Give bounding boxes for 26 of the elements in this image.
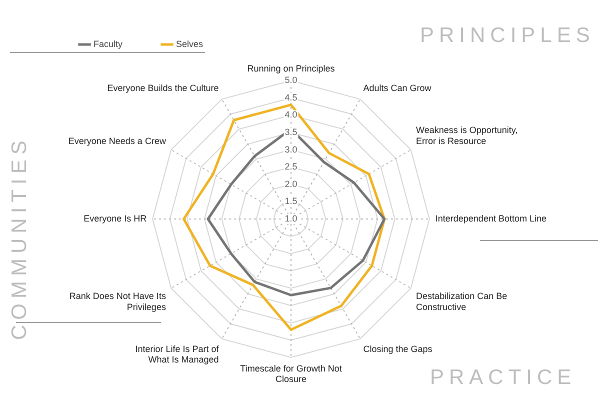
y-tick-label: 4.5 bbox=[284, 92, 298, 102]
spoke-label: Everyone Needs a Crew bbox=[68, 136, 166, 146]
legend-label: Selves bbox=[176, 38, 204, 49]
spoke-label: Destabilization Can Be Constructive bbox=[416, 291, 508, 312]
spoke-label: Weakness is Opportunity, Error is Resource bbox=[416, 125, 518, 146]
y-tick-label: 5.0 bbox=[284, 75, 298, 86]
spoke-label: Everyone Builds the Culture bbox=[107, 83, 219, 94]
y-tick-label: 2.0 bbox=[284, 178, 298, 189]
spoke-label: Timescale for Growth Not Closure bbox=[240, 363, 342, 384]
text: PRACTICE bbox=[430, 366, 576, 390]
text: COMMUNITIES bbox=[8, 136, 32, 340]
y-tick-label: 4.0 bbox=[284, 110, 298, 120]
y-tick-label: 1.5 bbox=[284, 196, 298, 206]
y-tick-label: 3.0 bbox=[284, 144, 298, 154]
y-tick-label: 1.0 bbox=[284, 213, 298, 224]
y-tick-label: 2.5 bbox=[284, 162, 298, 172]
spoke-label: Adults Can Grow bbox=[363, 83, 432, 94]
spoke-label: Running on Principles bbox=[247, 64, 336, 74]
spoke-label: Interdependent Bottom Line bbox=[435, 213, 546, 224]
spoke-label: Closing the Gaps bbox=[363, 344, 433, 354]
y-tick-label: 3.5 bbox=[284, 126, 298, 137]
spoke-label: Rank Does Not Have Its Privileges bbox=[69, 291, 166, 312]
spoke-label: Everyone Is HR bbox=[84, 213, 148, 224]
legend-label: Faculty bbox=[94, 38, 124, 49]
spoke-label: Interior Life Is Part of What Is Managed bbox=[135, 344, 220, 365]
text: PRINCIPLES bbox=[420, 24, 595, 48]
